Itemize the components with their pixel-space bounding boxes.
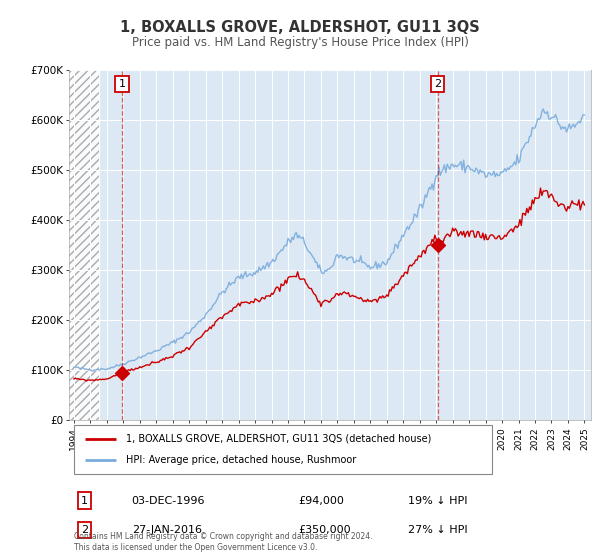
Text: 27% ↓ HPI: 27% ↓ HPI — [409, 525, 468, 535]
Text: Contains HM Land Registry data © Crown copyright and database right 2024.
This d: Contains HM Land Registry data © Crown c… — [74, 533, 373, 552]
Text: 2: 2 — [81, 525, 88, 535]
FancyBboxPatch shape — [74, 425, 492, 474]
Text: 03-DEC-1996: 03-DEC-1996 — [131, 496, 205, 506]
Text: Price paid vs. HM Land Registry's House Price Index (HPI): Price paid vs. HM Land Registry's House … — [131, 36, 469, 49]
Text: 1, BOXALLS GROVE, ALDERSHOT, GU11 3QS: 1, BOXALLS GROVE, ALDERSHOT, GU11 3QS — [120, 20, 480, 35]
Text: 1: 1 — [81, 496, 88, 506]
Text: 2: 2 — [434, 79, 441, 89]
Text: 1: 1 — [119, 79, 125, 89]
Text: HPI: Average price, detached house, Rushmoor: HPI: Average price, detached house, Rush… — [127, 455, 356, 465]
Text: 19% ↓ HPI: 19% ↓ HPI — [409, 496, 468, 506]
Text: 27-JAN-2016: 27-JAN-2016 — [131, 525, 202, 535]
Point — [433, 240, 442, 249]
Bar — [69, 70, 98, 420]
Bar — [69, 70, 98, 420]
Text: £94,000: £94,000 — [299, 496, 344, 506]
Text: 1, BOXALLS GROVE, ALDERSHOT, GU11 3QS (detached house): 1, BOXALLS GROVE, ALDERSHOT, GU11 3QS (d… — [127, 434, 432, 444]
Text: £350,000: £350,000 — [299, 525, 352, 535]
Point — [117, 368, 127, 377]
